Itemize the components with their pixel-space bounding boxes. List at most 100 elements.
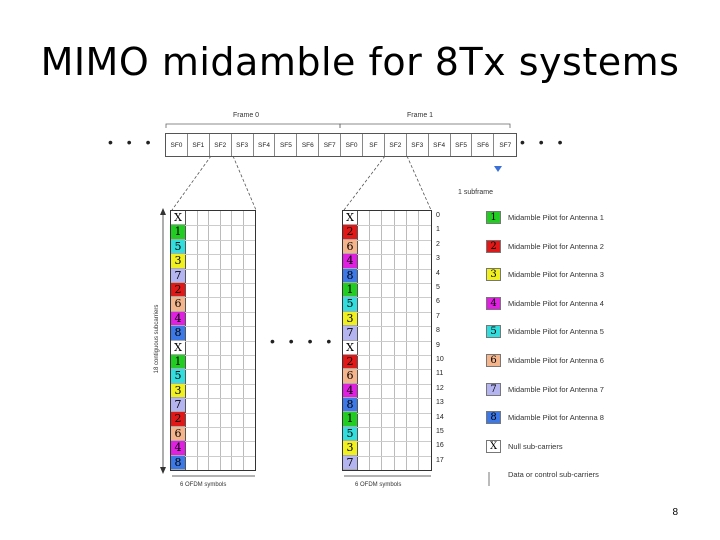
subcarrier-divider: [357, 427, 431, 428]
legend-text: Midamble Pilot for Antenna 3: [508, 270, 604, 280]
subcarrier-divider: [185, 326, 255, 328]
subcarrier-divider: [185, 383, 255, 385]
pilot-cell: 7: [171, 398, 185, 413]
symbol-divider: [231, 211, 232, 470]
legend-swatch: X: [486, 439, 501, 453]
subcarrier-index: 15: [436, 428, 444, 435]
legend-swatch: 4: [486, 296, 501, 310]
subcarrier-divider: [185, 225, 255, 227]
subcarrier-divider: [357, 340, 431, 342]
subcarrier-index: 6: [436, 298, 440, 306]
grid-ellipsis: • • • •: [270, 333, 337, 349]
pilot-cell: 3: [343, 441, 357, 456]
subcarrier-divider: [357, 383, 431, 385]
pilot-cell: 7: [171, 268, 185, 283]
subframe-cell: SF3: [232, 134, 254, 156]
legend-swatch: 5: [486, 325, 501, 339]
subcarrier-divider: [185, 268, 255, 270]
pilot-cell: 7: [343, 455, 357, 471]
subframe-cell: SF3: [407, 134, 429, 156]
subframe-cell: SF7: [499, 141, 512, 149]
pilot-cell: 1: [343, 412, 357, 427]
legend-text: Null sub-carriers: [508, 441, 563, 451]
subcarrier-divider: [357, 455, 431, 457]
subcarrier-divider: [357, 268, 431, 270]
subcarrier-index: 12: [436, 384, 444, 392]
subcarrier-index: 10: [436, 356, 444, 363]
subframe-cell: SF0: [341, 134, 364, 156]
legend-text: Data or control sub-carriers: [508, 470, 599, 480]
symbol-divider: [393, 211, 395, 470]
subcarrier-index: 7: [436, 312, 440, 320]
subframe-label: 1 subframe: [458, 189, 494, 196]
subcarrier-divider: [357, 326, 431, 328]
frame-0-label: Frame 0: [233, 112, 260, 119]
subcarrier-index: 5: [436, 284, 440, 291]
pilot-cell: X: [171, 211, 185, 226]
subcarrier-index: 17: [436, 456, 444, 464]
subcarrier-divider: [357, 254, 431, 256]
pilot-cell: 8: [171, 326, 185, 341]
subcarrier-divider: [357, 297, 431, 299]
subcarrier-divider: [185, 441, 255, 443]
subcarrier-divider: [185, 283, 255, 284]
pilot-cell: 5: [171, 239, 185, 255]
legend-text: Midamble Pilot for Antenna 4: [508, 298, 604, 308]
subframe-cell: SF1: [188, 134, 210, 156]
subcarrier-divider: [185, 254, 255, 256]
subcarrier-divider: [185, 355, 255, 356]
subcarrier-divider: [185, 455, 255, 457]
pilot-cell: 6: [171, 426, 185, 442]
pilot-cell: 4: [171, 311, 185, 327]
subcarrier-index: 11: [436, 370, 444, 378]
pilot-cell: 1: [171, 354, 185, 370]
subcarrier-divider: [357, 283, 431, 284]
symbol-divider: [219, 211, 221, 470]
subframe-cell: SF6: [297, 134, 320, 156]
legend-text: Midamble Pilot for Antenna 5: [508, 327, 604, 337]
subcarrier-index: 16: [436, 442, 444, 450]
subcarrier-divider: [357, 441, 431, 443]
subframe-bar: SF0 SF1 SF2 SF3 SF4 SF5 SF6 SF7 SF0 SF SF2 SF3 SF4 SF…: [165, 133, 518, 157]
pilot-cell: 5: [343, 297, 357, 312]
subframe-cell: SF6: [472, 134, 495, 156]
subframe-cell: SF4: [254, 134, 276, 156]
subframe-cell: SF5: [451, 134, 473, 156]
yaxis-label: 18 contiguous subcarriers: [154, 304, 160, 374]
legend-text: Midamble Pilot for Antenna 2: [508, 241, 604, 251]
pilot-cell: 2: [171, 412, 185, 427]
xaxis-label-left: 6 OFDM symbols: [180, 482, 227, 488]
symbol-divider: [208, 211, 209, 470]
legend-text: Midamble Pilot for Antenna 6: [508, 356, 604, 365]
pilot-cell: 4: [343, 254, 357, 269]
pilot-cell: 6: [343, 239, 357, 255]
subcarrier-index: 14: [436, 413, 444, 421]
pilot-cell: 5: [171, 369, 185, 384]
legend-swatch: 3: [486, 268, 501, 282]
subcarrier-divider: [357, 355, 431, 356]
pilot-cell: 3: [171, 383, 185, 399]
subframe-cell: SF7: [319, 134, 342, 156]
pilot-divider: [357, 211, 358, 470]
symbol-divider: [417, 211, 419, 470]
legend-swatch: 1: [486, 211, 501, 224]
subcarrier-divider: [357, 225, 431, 227]
pilot-cell: X: [343, 211, 357, 226]
subcarrier-divider: [357, 369, 431, 371]
xaxis-label-right: 6 OFDM symbols: [355, 482, 402, 488]
pilot-cell: 2: [343, 225, 357, 240]
legend-swatch: 6: [486, 354, 501, 367]
subframe-cell: SF2: [210, 134, 232, 156]
legend-text: Midamble Pilot for Antenna 8: [508, 413, 604, 423]
subcarrier-divider: [185, 427, 255, 428]
pilot-cell: 7: [343, 326, 357, 341]
legend-text: Midamble Pilot for Antenna 7: [508, 384, 604, 394]
right-ellipsis: • • •: [520, 134, 568, 150]
frame-1-label: Frame 1: [407, 112, 434, 119]
subcarrier-index: 0: [436, 212, 440, 219]
symbol-divider: [242, 211, 244, 470]
